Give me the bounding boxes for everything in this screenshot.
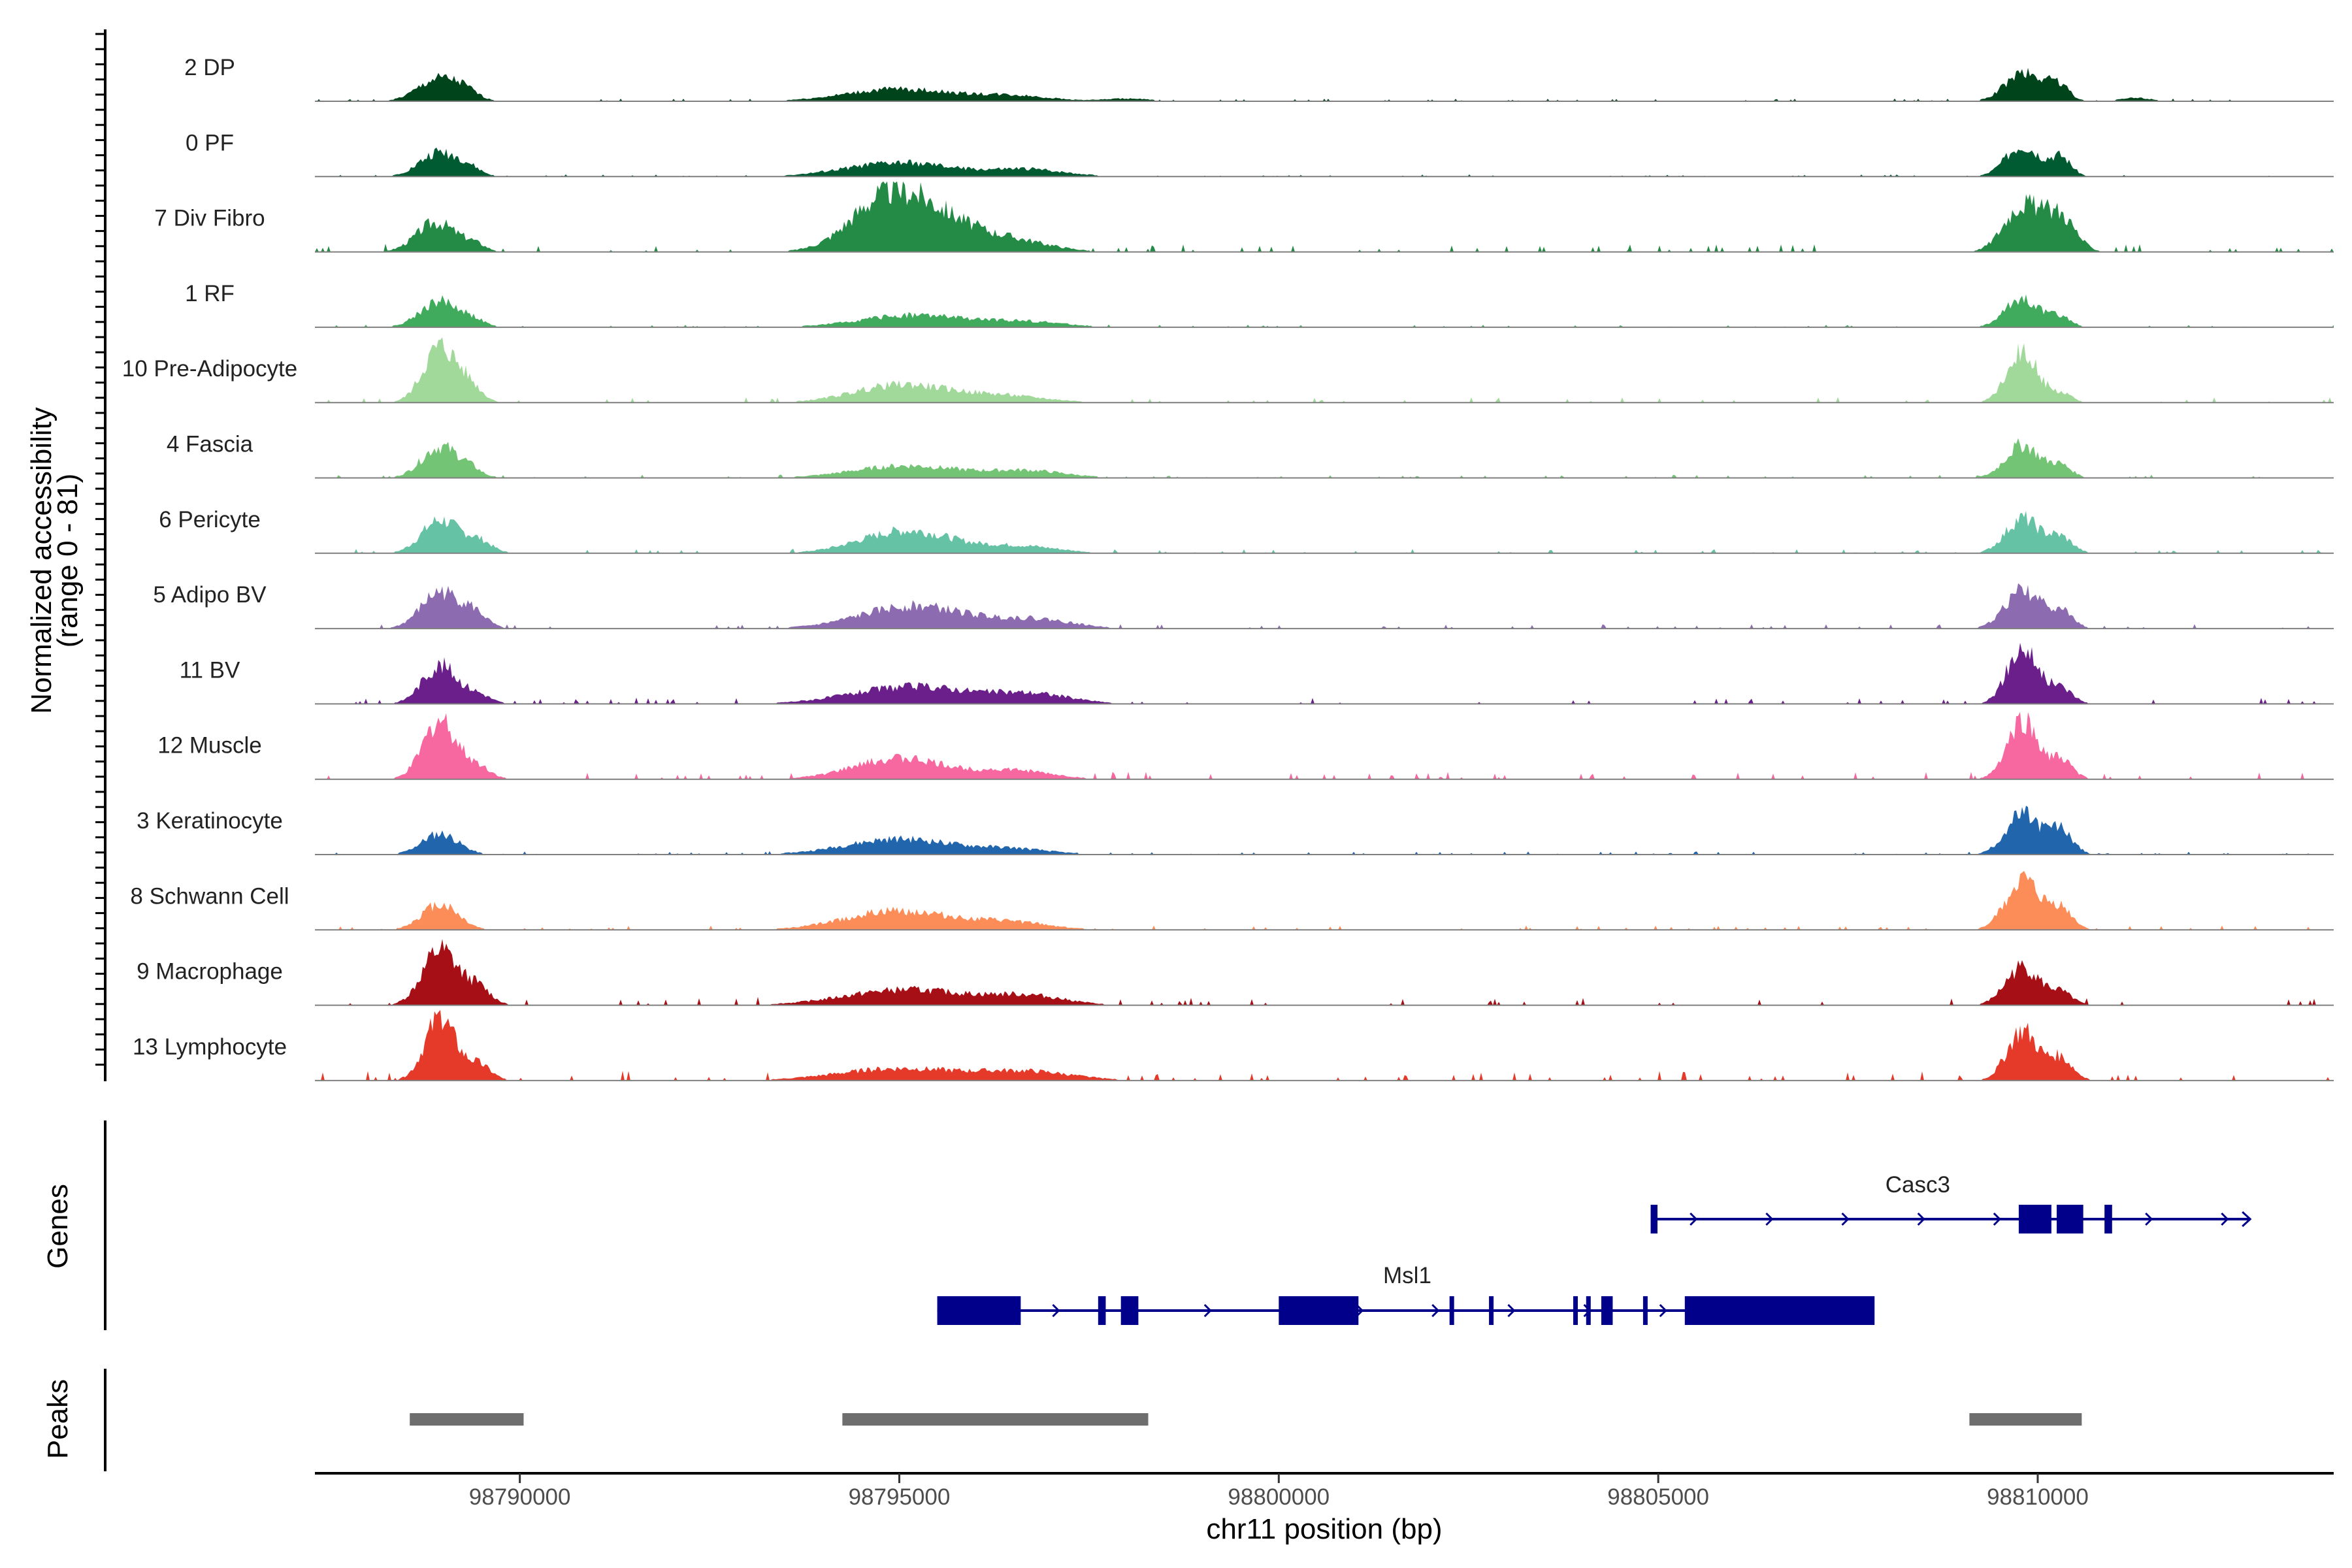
track-label: 8 Schwann Cell <box>130 883 289 909</box>
track-label: 13 Lymphocyte <box>133 1034 287 1060</box>
track-label: 9 Macrophage <box>137 959 283 985</box>
exon <box>2104 1205 2112 1233</box>
strand-arrow <box>1993 1212 2001 1226</box>
exon <box>1601 1296 1613 1325</box>
exon <box>1650 1205 1658 1233</box>
track-label: 6 Pericyte <box>159 507 261 532</box>
gene-end-arrow <box>2242 1211 2252 1228</box>
track-label: 5 Adipo BV <box>153 582 267 608</box>
strand-arrow <box>1917 1212 1925 1226</box>
y-axis-range: (range 0 - 81) <box>52 474 84 648</box>
exon <box>937 1296 1021 1325</box>
track-label: 1 RF <box>185 281 235 306</box>
x-tick-label: 98795000 <box>849 1484 951 1510</box>
peaks-panel <box>104 1369 2082 1471</box>
y-axis-title: Normalized accessibility <box>25 407 57 713</box>
exon <box>1586 1296 1591 1325</box>
exon <box>1489 1296 1494 1325</box>
exon <box>1120 1296 1139 1325</box>
x-tick-label: 98800000 <box>1228 1484 1330 1510</box>
exon <box>1642 1296 1648 1325</box>
strand-arrow <box>1841 1212 1850 1226</box>
x-tick-label: 98810000 <box>1987 1484 2089 1510</box>
peak-bar <box>1969 1413 2082 1426</box>
track-label: 7 Div Fibro <box>154 206 265 231</box>
track-label: 12 Muscle <box>157 733 262 759</box>
exon <box>2018 1205 2051 1233</box>
y-axis-ticks <box>95 29 106 1081</box>
track-area <box>315 67 2334 101</box>
strand-arrow <box>1507 1303 1516 1318</box>
exon <box>1684 1296 1875 1325</box>
track-label: 3 Keratinocyte <box>137 808 283 834</box>
peaks-panel-label: Peaks <box>42 1379 74 1459</box>
strand-arrow <box>2145 1212 2153 1226</box>
peak-bar <box>842 1413 1149 1426</box>
exon <box>2056 1205 2083 1233</box>
gene-label: Msl1 <box>1383 1263 1431 1288</box>
genes-panel-label: Genes <box>42 1184 74 1269</box>
x-axis-title: chr11 position (bp) <box>1206 1513 1442 1545</box>
exon <box>1449 1296 1454 1325</box>
strand-arrow <box>1203 1303 1212 1318</box>
strand-arrow <box>1659 1303 1667 1318</box>
genes-panel: Casc3 Msl1 <box>104 1120 2252 1330</box>
strand-arrow <box>1690 1212 1698 1226</box>
strand-arrow <box>1052 1303 1060 1318</box>
peak-bar <box>410 1413 524 1426</box>
exon <box>1098 1296 1106 1325</box>
track-label: 2 DP <box>184 55 235 80</box>
track-label: 0 PF <box>186 130 234 155</box>
strand-arrow <box>1765 1212 1774 1226</box>
x-tick-label: 98790000 <box>469 1484 571 1510</box>
exon <box>1279 1296 1359 1325</box>
strand-arrow <box>1431 1303 1440 1318</box>
gene-label: Casc3 <box>1886 1172 1950 1198</box>
x-tick-label: 98805000 <box>1607 1484 1709 1510</box>
accessibility-tracks: 2 DP 0 PF 7 Div Fibro 1 RF 10 Pre-Adipocyte 4… <box>122 55 2334 1081</box>
strand-arrow <box>2221 1212 2229 1226</box>
x-axis: 98790000 98795000 98800000 98805000 98810000 <box>315 1472 2334 1510</box>
track-label: 4 Fascia <box>167 432 253 457</box>
track-label: 10 Pre-Adipocyte <box>122 356 297 382</box>
exon <box>1573 1296 1578 1325</box>
track-label: 11 BV <box>180 657 240 683</box>
